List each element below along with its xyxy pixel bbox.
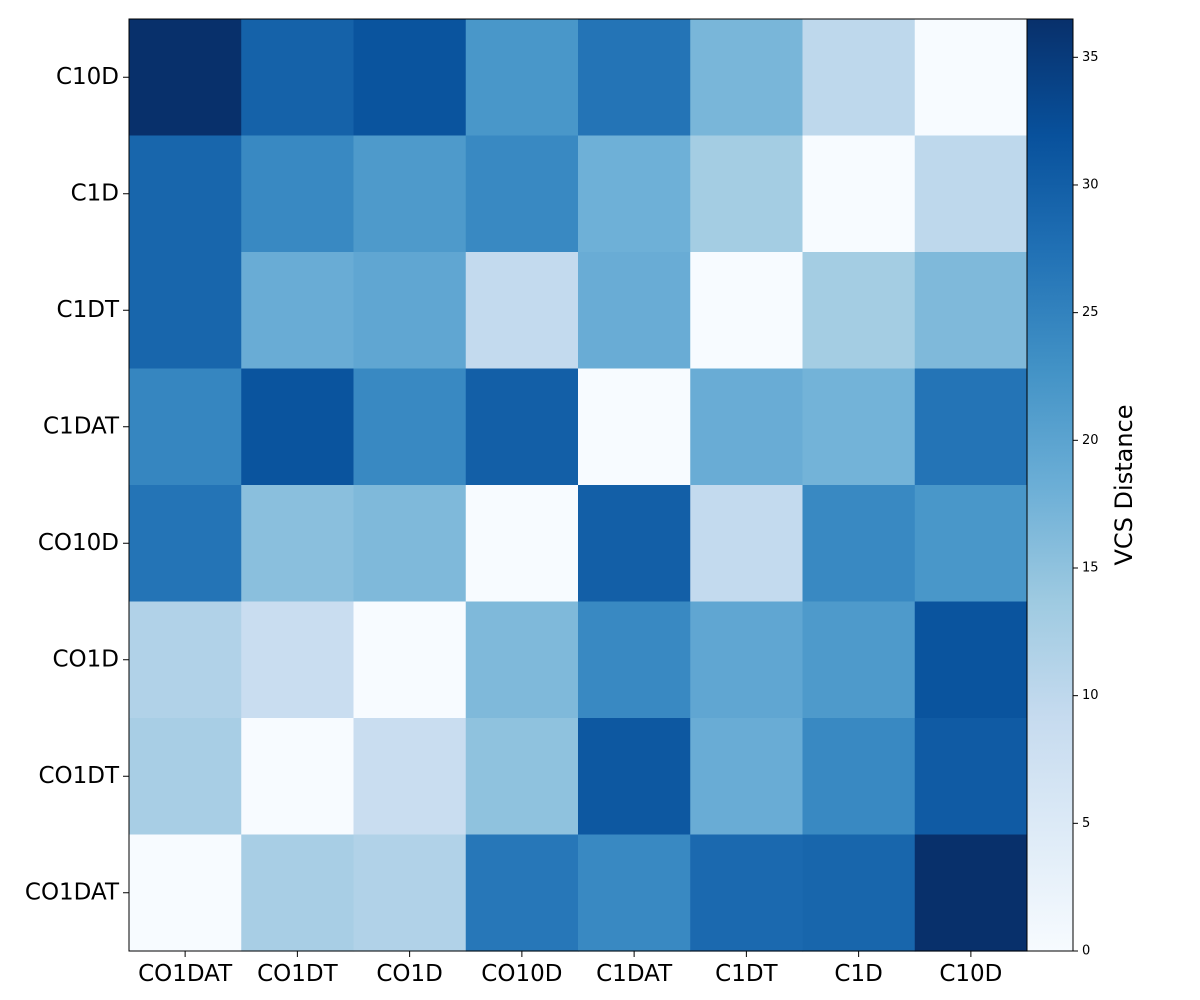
heatmap-cell: [129, 135, 242, 253]
y-tick-label: CO1D: [52, 646, 119, 672]
heatmap-cell: [578, 252, 691, 370]
heatmap-cell: [465, 601, 579, 719]
heatmap-cell: [129, 252, 242, 370]
heatmap-cell: [241, 368, 355, 486]
heatmap-cell: [690, 601, 804, 719]
colorbar-tick-label: 30: [1082, 177, 1099, 192]
heatmap-cell: [802, 601, 916, 719]
heatmap-cell: [914, 485, 1028, 603]
heatmap-cell: [914, 601, 1028, 719]
heatmap-cell: [465, 485, 579, 603]
heatmap-cell: [578, 368, 691, 486]
heatmap-cell: [690, 485, 804, 603]
heatmap-cell: [353, 19, 467, 137]
y-tick-label: CO10D: [38, 530, 119, 556]
heatmap-cell: [914, 718, 1028, 836]
heatmap-cell: [690, 834, 804, 952]
x-tick-label: C10D: [939, 961, 1002, 987]
heatmap-cell: [465, 834, 579, 952]
heatmap-cell: [802, 834, 916, 952]
heatmap-cell: [578, 718, 691, 836]
colorbar-tick-label: 20: [1082, 433, 1099, 448]
colorbar-ticks: 0 5 10 15 20 25 30 35: [1073, 50, 1099, 959]
x-axis: CO1DAT CO1DT CO1D CO10D C1DAT C1DT C1D C10D: [138, 951, 1002, 987]
heatmap-cell: [241, 834, 355, 952]
heatmap-cell: [802, 368, 916, 486]
colorbar-tick-label: 10: [1082, 688, 1099, 703]
heatmap-cell: [241, 485, 355, 603]
heatmap-cell: [353, 601, 467, 719]
heatmap-cell: [802, 718, 916, 836]
colorbar-tick-label: 35: [1082, 50, 1099, 65]
heatmap-cell: [802, 19, 916, 137]
heatmap-cell: [241, 135, 355, 253]
colorbar-label: VCS Distance: [1110, 405, 1138, 566]
heatmap-cell: [914, 252, 1028, 370]
heatmap-cell: [465, 135, 579, 253]
heatmap-cell: [578, 135, 691, 253]
heatmap-cell: [465, 19, 579, 137]
heatmap-cell: [465, 368, 579, 486]
heatmap-cell: [578, 834, 691, 952]
heatmap-cell: [914, 19, 1028, 137]
heatmap-cell: [129, 718, 242, 836]
heatmap-cell: [914, 368, 1028, 486]
heatmap-cell: [241, 252, 355, 370]
x-tick-label: CO1D: [376, 961, 443, 987]
x-tick-label: CO1DT: [257, 961, 339, 987]
x-tick-label: C1DAT: [596, 961, 673, 987]
heatmap-cell: [353, 485, 467, 603]
heatmap-cell: [129, 368, 242, 486]
colorbar-tick-label: 25: [1082, 305, 1099, 320]
heatmap-cell: [690, 718, 804, 836]
heatmap-cell: [914, 834, 1028, 952]
heatmap-cell: [802, 135, 916, 253]
heatmap-cell: [241, 19, 355, 137]
heatmap-cell: [802, 252, 916, 370]
heatmap-cell: [129, 601, 242, 719]
y-tick-label: C10D: [56, 64, 119, 90]
y-axis: C10D C1D C1DT C1DAT CO10D CO1D CO1DT CO1DAT: [25, 64, 129, 905]
colorbar: 0 5 10 15 20 25 30 35 VCS Distance: [1026, 18, 1138, 959]
colorbar-gradient: [1026, 18, 1074, 952]
heatmap-cell: [129, 485, 242, 603]
heatmap-cell: [690, 19, 804, 137]
colorbar-tick-label: 0: [1082, 944, 1090, 959]
y-tick-label: C1DAT: [43, 413, 120, 439]
heatmap-cells: [129, 19, 1028, 952]
heatmap-cell: [353, 135, 467, 253]
heatmap-cell: [578, 19, 691, 137]
heatmap-cell: [578, 601, 691, 719]
heatmap-cell: [353, 252, 467, 370]
y-tick-label: CO1DAT: [25, 879, 120, 905]
colorbar-tick-label: 15: [1082, 560, 1099, 575]
colorbar-tick-label: 5: [1082, 816, 1090, 831]
x-tick-label: CO10D: [481, 961, 562, 987]
heatmap-cell: [353, 834, 467, 952]
heatmap-cell: [802, 485, 916, 603]
y-tick-label: C1D: [71, 180, 119, 206]
x-tick-label: C1D: [834, 961, 882, 987]
heatmap-cell: [353, 718, 467, 836]
heatmap-cell: [465, 718, 579, 836]
heatmap-cell: [690, 135, 804, 253]
heatmap-cell: [241, 718, 355, 836]
heatmap-cell: [129, 19, 242, 137]
heatmap-cell: [690, 252, 804, 370]
heatmap-cell: [241, 601, 355, 719]
x-tick-label: CO1DAT: [138, 961, 233, 987]
heatmap-cell: [690, 368, 804, 486]
heatmap-cell: [465, 252, 579, 370]
heatmap-cell: [353, 368, 467, 486]
x-tick-label: C1DT: [715, 961, 778, 987]
heatmap-cell: [914, 135, 1028, 253]
y-tick-label: CO1DT: [38, 763, 120, 789]
heatmap-cell: [578, 485, 691, 603]
y-tick-label: C1DT: [57, 297, 120, 323]
heatmap-cell: [129, 834, 242, 952]
